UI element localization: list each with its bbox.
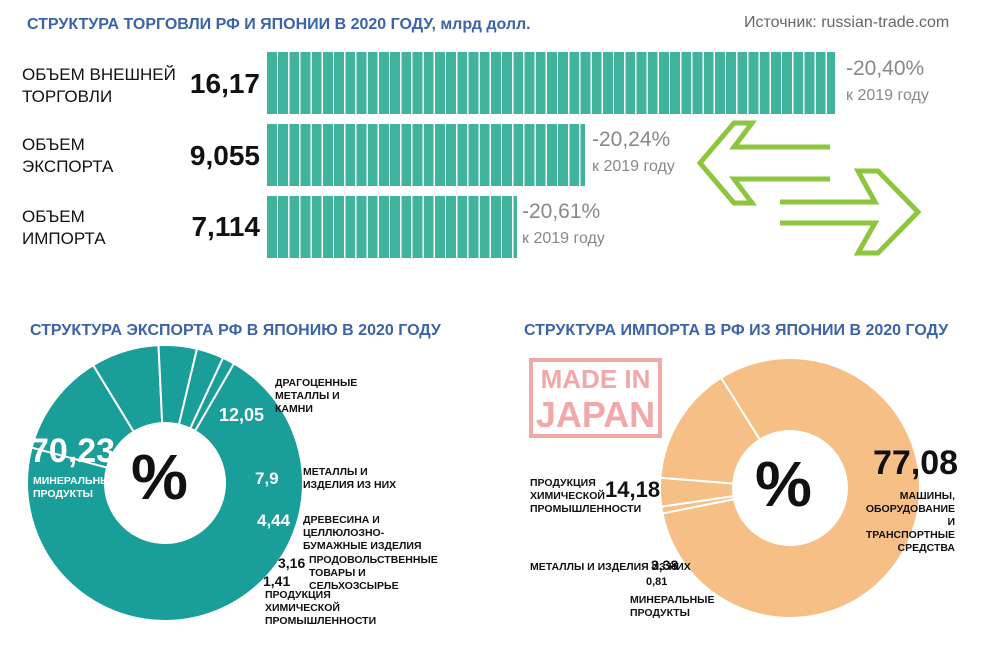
row-label-export: Объем экспорта [22, 135, 114, 176]
export-value-precious: 12,05 [219, 405, 265, 425]
import-label-mineral: Минеральные продукты [630, 594, 715, 619]
import-label-machines: Машины, оборудование и транспортные сред… [865, 490, 955, 554]
row-value-export: 9,055 [189, 140, 260, 171]
export-value-chem: 1,41 [263, 573, 291, 589]
export-label-food: Продовольственные товары и сельхозсырье [309, 554, 438, 592]
export-label-precious: Драгоценные металлы и камни [275, 377, 358, 415]
export-value-mineral: 70,23 [30, 432, 116, 470]
export-label-metals: Металлы и изделия из них [303, 466, 397, 491]
import-slice-3 [659, 376, 762, 485]
export-percent-icon: % [131, 441, 188, 513]
import-label-chem: Продукция химической промышленности [530, 477, 642, 515]
change-note-import: к 2019 году [522, 230, 605, 247]
export-title: СТРУКТУРА ЭКСПОРТА РФ В ЯПОНИЮ В 2020 ГО… [30, 322, 441, 339]
import-title: СТРУКТУРА ИМПОРТА В РФ ИЗ ЯПОНИИ В 2020 … [524, 322, 949, 339]
import-value-chem: 14,18 [605, 477, 661, 502]
import-value-metals: 3,38 [651, 557, 679, 573]
row-label-import: Объем импорта [22, 207, 106, 248]
stamp-line-2: JAPAN [535, 394, 656, 435]
bar-import [267, 196, 517, 258]
export-label-chem: Продукция химической промышленности [265, 589, 377, 627]
chart-title: СТРУКТУРА ТОРГОВЛИ РФ И ЯПОНИИ В 2020 ГО… [27, 16, 531, 33]
import-percent-icon: % [755, 448, 812, 520]
change-import: -20,61% [522, 200, 601, 223]
source-text: Источник: russian-trade.com [744, 14, 950, 31]
bar-export [267, 124, 586, 186]
exchange-arrows-icon [696, 120, 922, 256]
import-label-metals: Металлы и изделия из них [530, 561, 691, 573]
export-value-food: 3,16 [278, 555, 306, 571]
change-trade: -20,40% [846, 57, 925, 80]
made-in-japan-stamp: MADE IN JAPAN [529, 358, 662, 438]
export-value-wood: 4,44 [257, 511, 291, 530]
export-slice-0 [26, 362, 304, 622]
import-value-machines: 77,08 [873, 444, 959, 482]
import-slice-0 [661, 357, 921, 619]
row-label-trade: Объем внешней торговли [22, 65, 176, 106]
export-value-metals: 7,9 [255, 469, 279, 488]
change-export: -20,24% [592, 128, 671, 151]
export-label-wood: Древесина и целлюлозно-бумажные изделия [303, 514, 422, 552]
row-value-trade: 16,17 [189, 68, 260, 99]
row-value-import: 7,114 [191, 211, 260, 242]
change-note-trade: к 2019 году [846, 87, 929, 104]
export-donut [26, 344, 304, 622]
import-value-mineral: 0,81 [646, 576, 668, 588]
export-slice-5 [188, 356, 236, 433]
export-label-mineral: Минеральные продукты [33, 475, 118, 500]
import-donut [659, 357, 921, 619]
bar-trade [267, 52, 835, 114]
change-note-export: к 2019 году [592, 158, 675, 175]
stamp-line-1: MADE IN [540, 364, 651, 394]
